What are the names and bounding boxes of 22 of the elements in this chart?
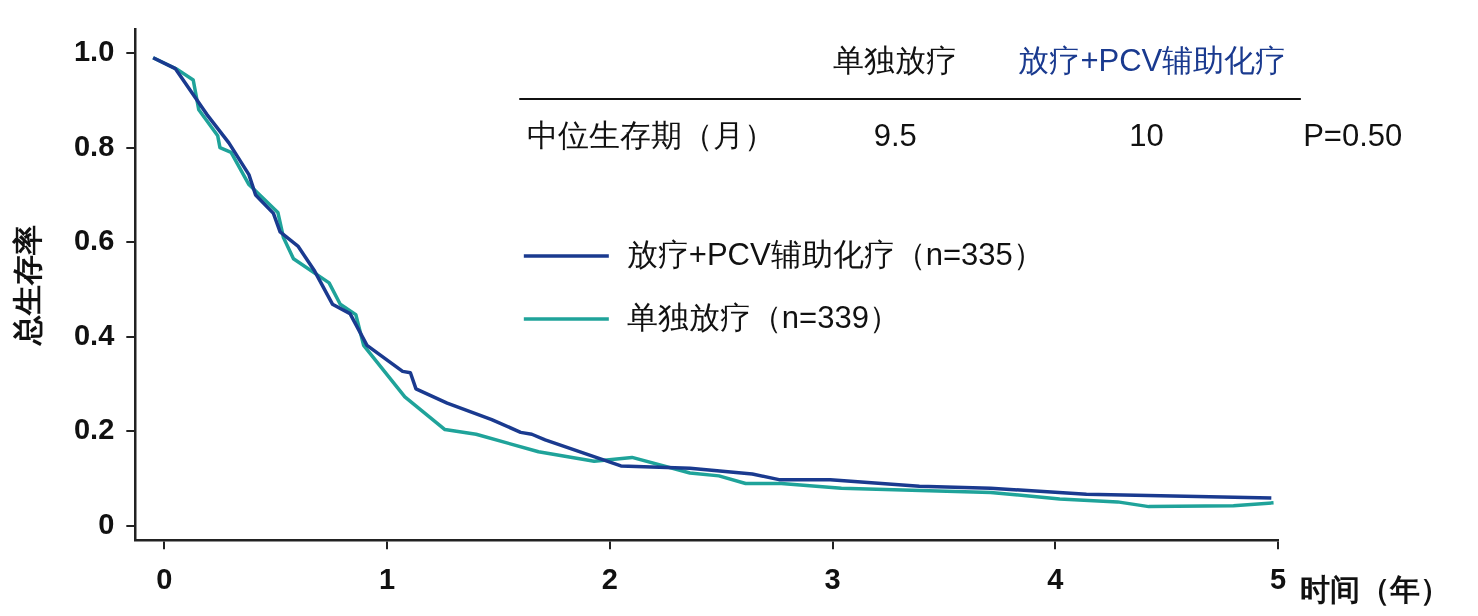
x-axis-title: 时间（年）	[1300, 573, 1450, 607]
x-tick-label: 3	[824, 562, 841, 595]
y-tick-label: 0.4	[73, 318, 115, 351]
x-tick-label: 2	[601, 562, 618, 595]
x-tick-label: 5	[1269, 562, 1287, 595]
annotation: 9.5	[873, 117, 917, 153]
y-tick-label: 0.2	[73, 413, 115, 446]
y-tick-label: 0.8	[73, 129, 115, 162]
legend-label: 放疗+PCV辅助化疗（n=335）	[626, 236, 1044, 272]
annotation: 单独放疗	[833, 42, 958, 78]
y-tick-label: 1.0	[73, 35, 115, 68]
x-tick-label: 0	[156, 562, 173, 595]
y-axis-title: 总生存率	[11, 224, 45, 346]
y-tick-label: 0.6	[73, 224, 115, 257]
annotation: 放疗+PCV辅助化疗	[1018, 42, 1287, 78]
annotation: 中位生存期（月）	[527, 117, 776, 153]
x-tick-label: 1	[378, 562, 396, 595]
legend-label: 单独放疗（n=339）	[626, 299, 900, 335]
y-tick-label: 0	[98, 508, 115, 541]
annotation: 10	[1129, 117, 1164, 153]
text: P=0.50	[1303, 117, 1403, 153]
x-tick-label: 4	[1047, 562, 1064, 595]
